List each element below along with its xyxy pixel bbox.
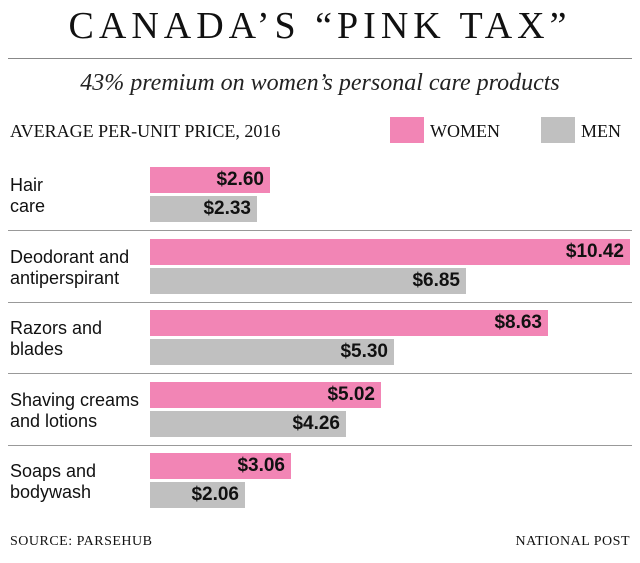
category-label-line: and lotions — [10, 410, 98, 431]
bar-value-men: $5.30 — [340, 341, 388, 362]
category-label: Soaps and bodywash — [10, 461, 96, 503]
publisher-credit: NATIONAL POST — [515, 534, 630, 549]
bar-men — [150, 267, 466, 294]
bar-women — [150, 167, 270, 193]
legend-label-women: WOMEN — [430, 121, 500, 141]
category-label: Deodorant and antiperspirant — [10, 247, 129, 289]
bar-men — [150, 410, 346, 437]
bar-women — [150, 381, 381, 408]
category-label-line: Shaving creams — [10, 389, 140, 410]
bar-value-women: $5.02 — [327, 383, 375, 405]
chart-subtitle: 43% premium on women’s personal care pro… — [80, 70, 560, 96]
units-label: AVERAGE PER-UNIT PRICE, 2016 — [10, 121, 281, 141]
legend-swatch-women — [390, 117, 424, 143]
bar-women — [150, 238, 630, 265]
category-label-line: Hair — [10, 175, 44, 195]
category-divider — [8, 373, 632, 374]
category-label: Razors and blades — [10, 318, 102, 360]
bar-value-men: $6.85 — [412, 269, 460, 291]
bar-value-men: $2.33 — [203, 198, 251, 219]
bar-women — [150, 453, 291, 479]
title-divider — [8, 58, 632, 59]
category-label-line: care — [10, 196, 46, 216]
bar-men — [150, 482, 245, 508]
legend-swatch-men — [541, 117, 575, 143]
source-note: SOURCE: PARSEHUB — [10, 534, 153, 549]
category-label-line: Razors and — [10, 318, 103, 338]
bar-men — [150, 339, 394, 365]
bar-value-men: $2.06 — [191, 484, 239, 505]
bar-value-women: $2.60 — [216, 169, 264, 190]
category-label-line: Soaps and — [10, 461, 97, 481]
category-label-line: antiperspirant — [10, 267, 120, 288]
category-divider — [8, 230, 632, 231]
category-label: Shaving creams and lotions — [10, 390, 139, 432]
bar-women — [150, 310, 548, 336]
category-divider — [8, 444, 632, 446]
category-divider — [8, 301, 632, 303]
bar-value-women: $8.63 — [494, 312, 542, 333]
category-label-line: Deodorant and — [10, 246, 130, 267]
category-label-line: blades — [10, 339, 64, 359]
bar-value-men: $4.26 — [292, 412, 340, 434]
legend-label-men: MEN — [581, 121, 621, 141]
bar-men — [150, 196, 257, 222]
category-label: Hair care — [10, 175, 45, 217]
bar-value-women: $3.06 — [237, 455, 285, 476]
bar-value-women: $10.42 — [565, 240, 624, 262]
category-label-line: bodywash — [10, 482, 92, 502]
chart-title: CANADA’S “PINK TAX” — [68, 5, 572, 47]
